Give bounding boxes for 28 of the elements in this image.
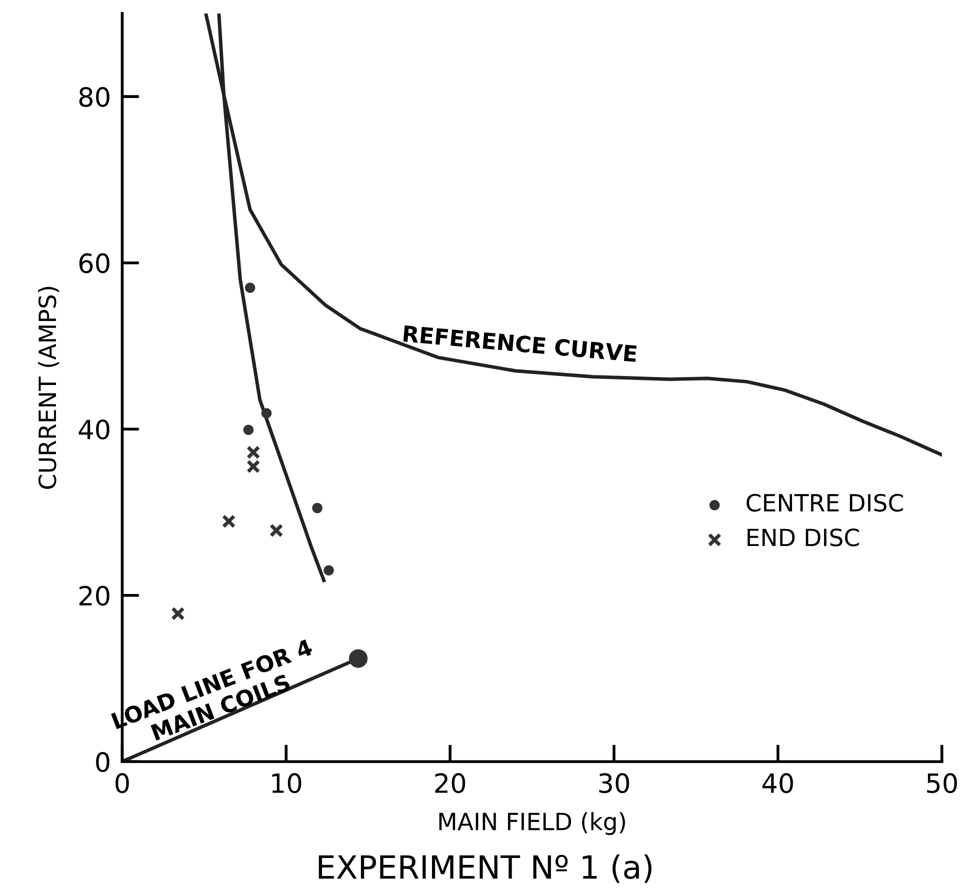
point [324,565,334,576]
point [348,649,368,668]
point [246,460,260,474]
x-tick-label: 0 [116,773,129,794]
y-tick-label: 60 [79,253,110,274]
point [222,514,236,528]
x-tick-label: 10 [272,773,302,794]
x-tick-label: 50 [927,773,957,794]
x-axis-title: MAIN FIELD (kg) [439,812,626,835]
y-axis-title: CURRENT (AMPS) [38,286,60,489]
x-tick-label: 20 [435,773,466,794]
y-tick-label: 40 [78,420,110,440]
y-tick-label: 20 [79,586,110,606]
point [246,445,260,460]
y-tick-label: 0 [96,752,110,772]
point [171,606,185,621]
x-tick-label: 30 [599,773,630,794]
legend-label: END DISC [748,528,859,546]
y-tick-label: 80 [79,87,110,107]
annotation: REFERENCE CURVE [403,325,637,362]
point [312,502,322,514]
point [244,282,256,293]
point [261,408,272,418]
legend-label: CENTRE DISC [746,494,903,512]
point [243,424,254,436]
text: EXPERIMENT Nº 1 (a) [318,854,652,883]
x-tick-label: 40 [762,773,793,794]
point [269,524,284,538]
